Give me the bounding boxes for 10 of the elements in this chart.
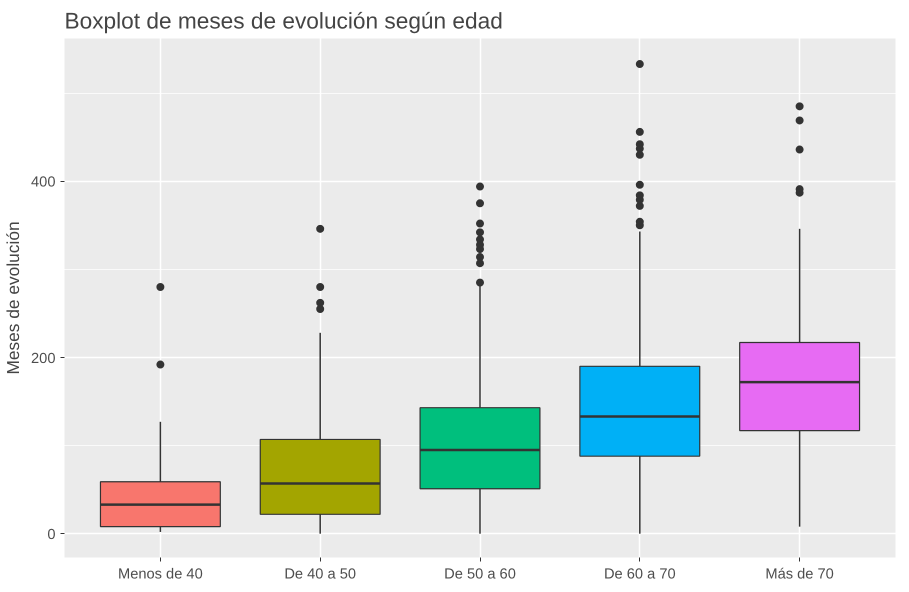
x-tick-label: De 60 a 70 (604, 566, 676, 582)
x-tick-label: De 50 a 60 (444, 566, 516, 582)
chart-title: Boxplot de meses de evolución según edad (64, 8, 503, 34)
y-tick-label: 400 (31, 174, 56, 191)
x-tick-label: Menos de 40 (118, 566, 203, 582)
x-tick-label: De 40 a 50 (284, 566, 356, 582)
x-tick-label: Más de 70 (765, 566, 834, 582)
y-tick-label: 200 (31, 350, 56, 367)
y-axis-title: Meses de evolución (3, 221, 24, 375)
y-tick-label: 0 (47, 527, 56, 544)
